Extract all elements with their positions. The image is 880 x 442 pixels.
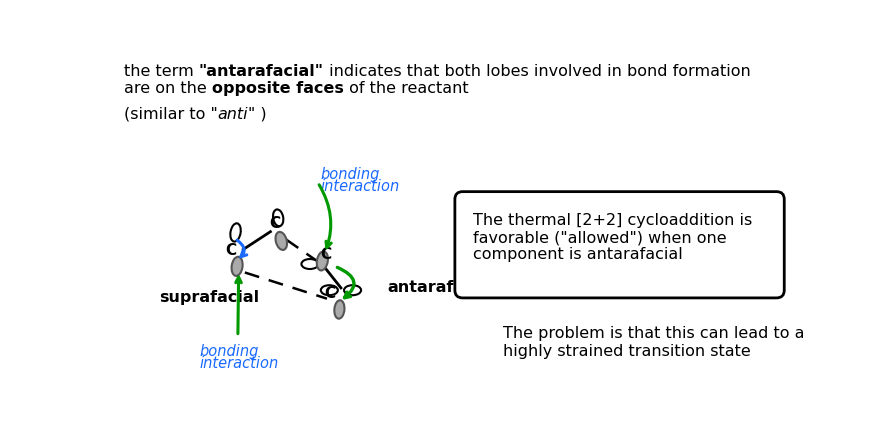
Ellipse shape	[231, 223, 241, 242]
Text: of the reactant: of the reactant	[344, 81, 468, 96]
Text: anti: anti	[217, 107, 248, 122]
Text: highly strained transition state: highly strained transition state	[503, 344, 751, 359]
Text: bonding: bonding	[199, 344, 259, 359]
Text: C: C	[325, 286, 335, 301]
Text: The problem is that this can lead to a: The problem is that this can lead to a	[503, 326, 804, 341]
Ellipse shape	[344, 285, 361, 295]
Text: C: C	[269, 217, 281, 232]
Ellipse shape	[302, 259, 319, 269]
Text: interaction: interaction	[321, 179, 400, 194]
Text: C: C	[225, 243, 237, 258]
Text: antarafacial: antarafacial	[387, 280, 496, 295]
Text: " ): " )	[248, 107, 267, 122]
Text: interaction: interaction	[199, 356, 278, 371]
Text: C: C	[320, 247, 331, 262]
Ellipse shape	[334, 300, 344, 319]
Text: suprafacial: suprafacial	[159, 290, 260, 305]
Ellipse shape	[273, 210, 283, 226]
Text: are on the: are on the	[124, 81, 212, 96]
Text: The thermal [2+2] cycloaddition is: The thermal [2+2] cycloaddition is	[473, 213, 752, 228]
Ellipse shape	[321, 285, 338, 295]
Text: component is antarafacial: component is antarafacial	[473, 247, 683, 262]
FancyBboxPatch shape	[455, 192, 784, 298]
Text: the term: the term	[124, 64, 199, 79]
Ellipse shape	[317, 251, 328, 271]
Text: bonding: bonding	[321, 167, 380, 182]
Text: favorable ("allowed") when one: favorable ("allowed") when one	[473, 230, 727, 245]
Ellipse shape	[231, 257, 243, 276]
Ellipse shape	[275, 232, 287, 250]
Text: indicates that both lobes involved in bond formation: indicates that both lobes involved in bo…	[324, 64, 751, 79]
Text: opposite faces: opposite faces	[212, 81, 344, 96]
Text: "antarafacial": "antarafacial"	[199, 64, 324, 79]
Text: (similar to ": (similar to "	[124, 107, 217, 122]
